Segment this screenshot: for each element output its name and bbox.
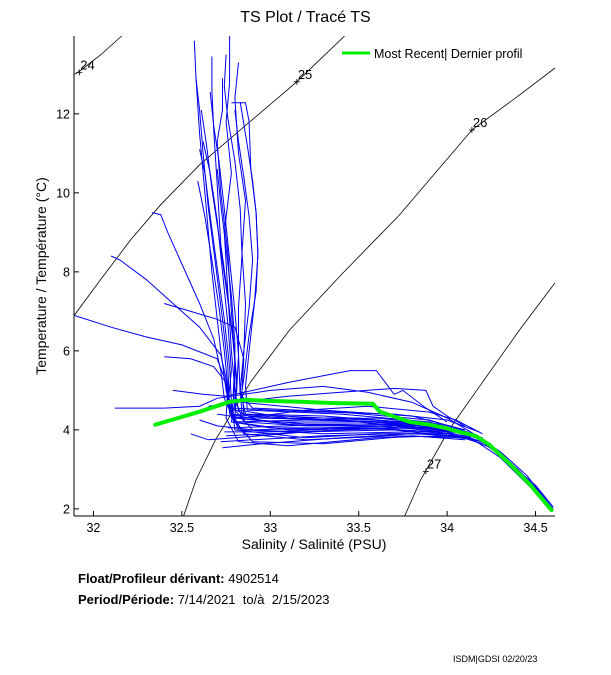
profile-line: [220, 433, 510, 462]
x-tick-label: 32: [86, 521, 100, 535]
y-tick-label: 10: [56, 186, 70, 200]
axes: Salinity / Salinité (PSU) Temperature / …: [33, 36, 555, 552]
isopycnal-label-26: 26: [473, 115, 487, 130]
profile-line: [234, 407, 480, 433]
credit-stamp: ISDM|GDSI 02/20/23: [453, 654, 538, 664]
x-tick-label: 33.5: [347, 521, 371, 535]
profile-line: [211, 56, 483, 443]
legend: Most Recent| Dernier profil: [342, 47, 522, 61]
y-tick-label: 4: [63, 423, 70, 437]
y-axis-label: Temperature / Température (°C): [33, 177, 49, 375]
isopycnal-label-25: 25: [298, 67, 312, 82]
y-tick-label: 2: [63, 502, 70, 516]
y-tick-label: 6: [63, 344, 70, 358]
x-tick-label: 32.5: [170, 521, 194, 535]
profile-line: [172, 370, 448, 423]
profile-line: [234, 62, 465, 435]
profile-line: [216, 169, 465, 445]
isopycnal-line-25: [74, 36, 345, 316]
profile-line: [74, 314, 430, 427]
x-axis-label: Salinity / Salinité (PSU): [242, 536, 387, 552]
profile-line: [234, 109, 457, 433]
isopycnal-label-27: 27: [427, 456, 441, 471]
y-tick-label: 12: [56, 107, 70, 121]
chart-title: TS Plot / Tracé TS: [240, 9, 371, 26]
profile-line: [164, 303, 412, 423]
period-info: Period/Période: 7/14/2021 to/à 2/15/2023: [78, 592, 330, 607]
profile-line: [199, 419, 457, 431]
x-tick-label: 34: [440, 521, 454, 535]
profile-line: [193, 40, 554, 510]
isopycnal-line-27: [404, 282, 556, 516]
profile-line: [239, 101, 465, 431]
profile-line: [151, 212, 448, 435]
isopycnal-line-26: [183, 67, 556, 516]
float-label: Float/Profileur dérivant:: [78, 571, 225, 586]
y-tick-label: 8: [63, 265, 70, 279]
isopycnal-label-24: 24: [80, 57, 94, 72]
isopycnal-marker-26: [468, 127, 475, 134]
period-separator: to/à: [242, 592, 265, 607]
most-recent-profile-line: [153, 397, 554, 513]
profile-line: [110, 255, 448, 431]
float-id: 4902514: [228, 571, 279, 586]
isopycnal-marker-25: [293, 78, 300, 85]
x-tick-label: 34.5: [523, 521, 547, 535]
profile-line: [190, 427, 377, 441]
legend-label-most-recent: Most Recent| Dernier profil: [374, 47, 522, 61]
period-end: 2/15/2023: [271, 592, 330, 607]
isopycnal-marker-27: [422, 468, 429, 475]
most-recent-layer: [153, 397, 554, 513]
x-tick-label: 33: [263, 521, 277, 535]
profile-line: [209, 92, 439, 433]
float-info: Float/Profileur dérivant: 4902514: [78, 571, 279, 586]
period-start: 7/14/2021: [177, 592, 236, 607]
profile-line: [202, 141, 492, 449]
period-label: Period/Période:: [78, 592, 175, 607]
isopycnal-marker-24: [76, 69, 83, 76]
isopycnal-layer: 24 25 26 27: [74, 36, 556, 516]
profile-line: [222, 433, 483, 449]
profile-line: [217, 405, 483, 435]
profile-line: [231, 102, 474, 437]
